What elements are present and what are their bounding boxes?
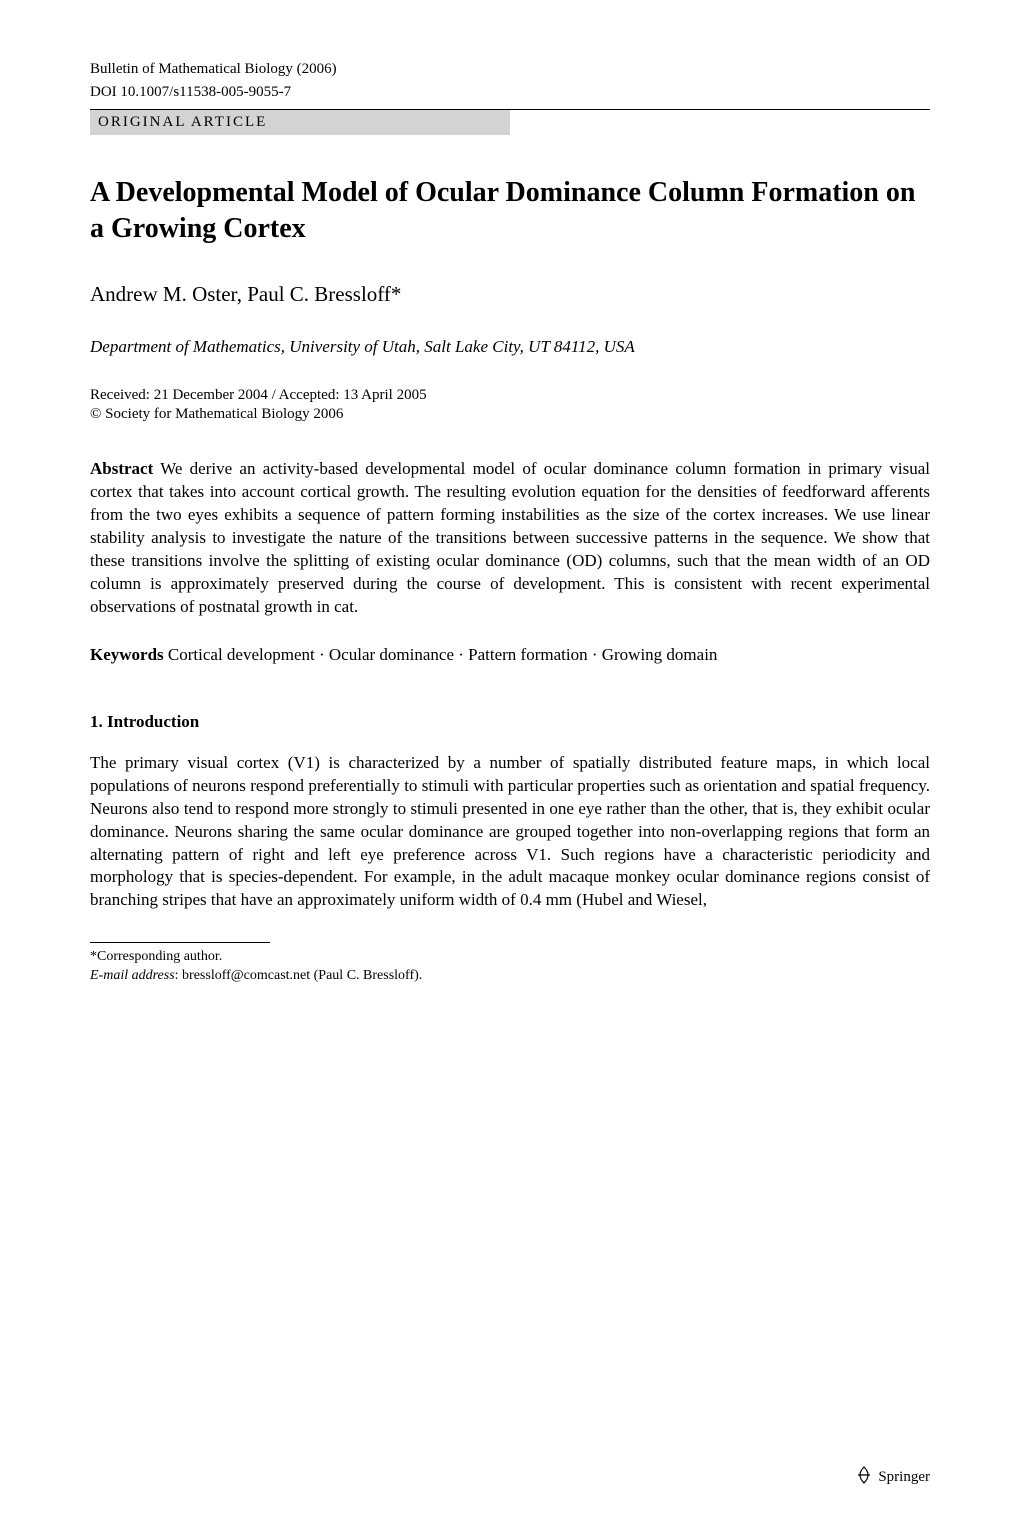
springer-icon — [854, 1465, 874, 1490]
received-accepted-dates: Received: 21 December 2004 / Accepted: 1… — [90, 387, 930, 404]
keywords: Keywords Cortical development · Ocular d… — [90, 644, 930, 667]
article-type-bar: ORIGINAL ARTICLE — [90, 110, 930, 135]
copyright: © Society for Mathematical Biology 2006 — [90, 406, 930, 423]
article-type-label: ORIGINAL ARTICLE — [90, 110, 510, 135]
footnote-corresponding: *Corresponding author. — [90, 948, 930, 966]
abstract: Abstract We derive an activity-based dev… — [90, 458, 930, 619]
keywords-text: Cortical development · Ocular dominance … — [164, 645, 718, 664]
publisher-logo: Springer — [854, 1465, 930, 1490]
doi: DOI 10.1007/s11538-005-9055-7 — [90, 84, 930, 101]
abstract-label: Abstract — [90, 459, 153, 478]
affiliation: Department of Mathematics, University of… — [90, 337, 930, 357]
section-1-heading: 1. Introduction — [90, 712, 930, 732]
publisher-name: Springer — [878, 1469, 930, 1486]
footnote-email: E-mail address: bressloff@comcast.net (P… — [90, 967, 930, 985]
footnote-rule — [90, 942, 270, 943]
article-title: A Developmental Model of Ocular Dominanc… — [90, 175, 930, 248]
authors: Andrew M. Oster, Paul C. Bressloff* — [90, 282, 930, 307]
footnote-email-text: : bressloff@comcast.net (Paul C. Bresslo… — [175, 968, 423, 983]
abstract-text: We derive an activity-based developmenta… — [90, 459, 930, 616]
journal-name: Bulletin of Mathematical Biology (2006) — [90, 60, 930, 80]
keywords-label: Keywords — [90, 645, 164, 664]
footnote-email-label: E-mail address — [90, 968, 175, 983]
section-1-paragraph-1: The primary visual cortex (V1) is charac… — [90, 752, 930, 913]
